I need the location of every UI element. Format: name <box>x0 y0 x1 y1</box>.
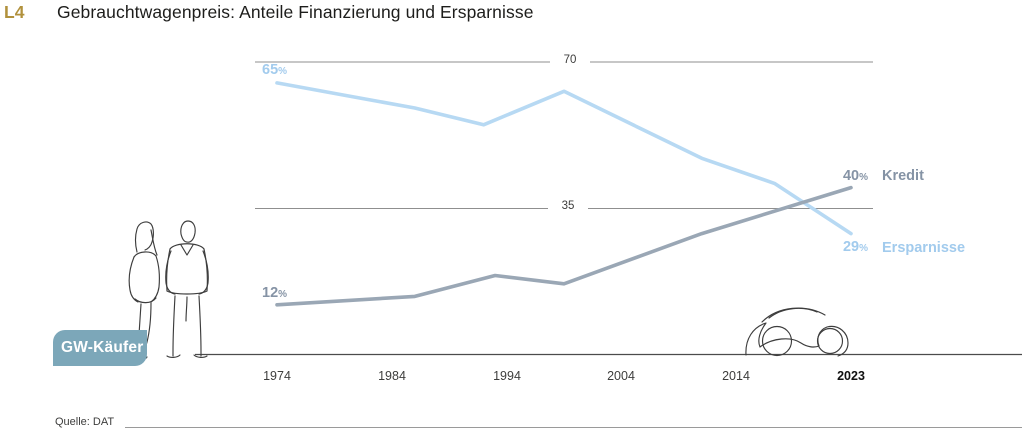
percent-sign: % <box>859 172 868 183</box>
percent-sign: % <box>859 243 868 254</box>
ersparnisse-line <box>275 81 853 236</box>
source-rule <box>125 427 1022 428</box>
ersparnisse-start-value: 65% <box>262 62 287 80</box>
gw-kaeufer-badge-label: GW-Käufer <box>61 339 144 356</box>
percent-sign: % <box>278 289 288 300</box>
kredit-end-value: 40% <box>826 168 868 186</box>
car-sketch-illustration <box>745 307 849 357</box>
x-tick-1984: 1984 <box>378 369 406 383</box>
x-tick-1994: 1994 <box>493 369 521 383</box>
gridline-label-35: 35 <box>548 200 588 213</box>
gridline-label-70: 70 <box>550 54 590 67</box>
figure-title: Gebrauchtwagenpreis: Anteile Finanzierun… <box>57 2 534 22</box>
gw-kaeufer-badge: GW-Käufer <box>53 330 147 366</box>
kredit-end-number: 40 <box>842 168 860 184</box>
ersparnisse-start-number: 65 <box>262 62 279 78</box>
kredit-start-number: 12 <box>262 285 279 301</box>
kredit-line <box>275 185 853 307</box>
kredit-start-value: 12% <box>262 285 287 303</box>
percent-sign: % <box>278 66 288 77</box>
buyers-sketch-illustration <box>128 220 209 360</box>
figure-tag: L4 <box>4 2 25 22</box>
x-tick-2014: 2014 <box>722 369 750 383</box>
legend-ersparnisse: Ersparnisse <box>882 240 966 256</box>
ersparnisse-end-value: 29% <box>826 239 868 257</box>
x-tick-1974: 1974 <box>263 369 291 383</box>
ersparnisse-end-number: 29 <box>842 239 860 255</box>
x-tick-2004: 2004 <box>607 369 635 383</box>
source-note: Quelle: DAT <box>55 416 115 428</box>
legend-kredit: Kredit <box>882 168 924 184</box>
x-tick-2023: 2023 <box>837 369 865 383</box>
